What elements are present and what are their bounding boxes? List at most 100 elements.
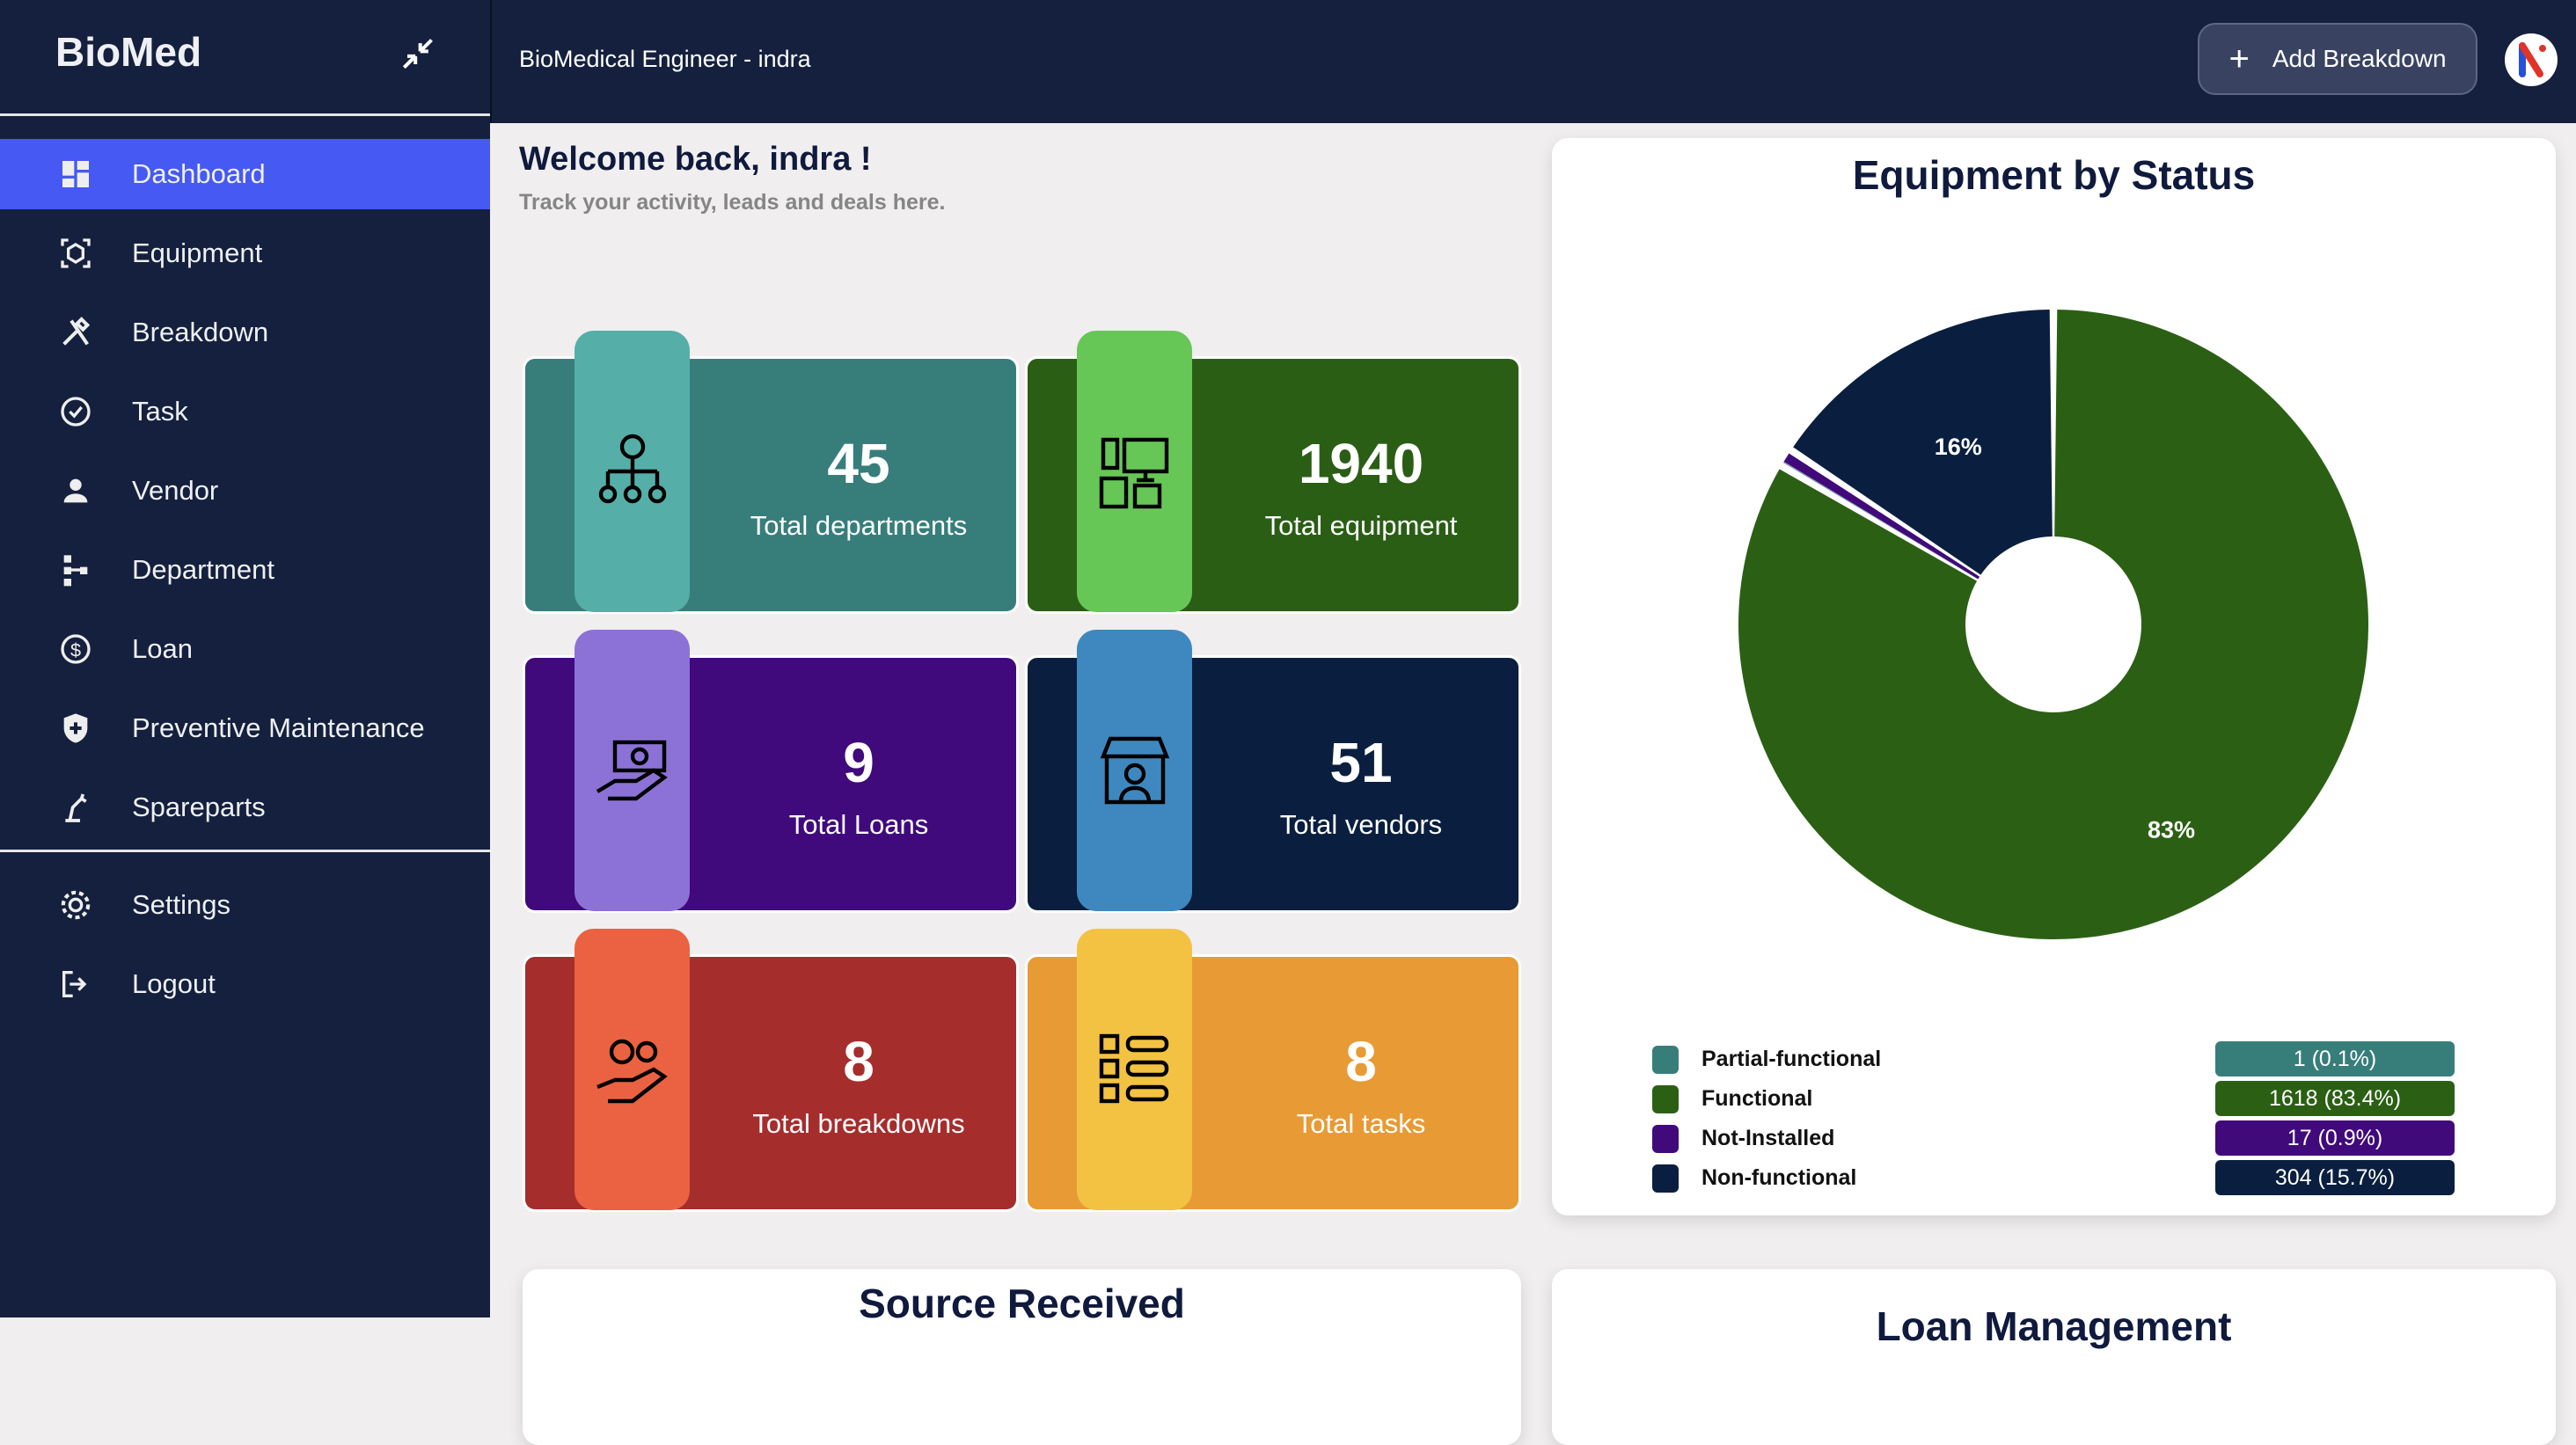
legend-swatch bbox=[1652, 1164, 1679, 1193]
check-circle-icon bbox=[56, 392, 95, 431]
source-received-title: Source Received bbox=[859, 1281, 1185, 1326]
sidebar-item-label: Task bbox=[132, 396, 188, 427]
stat-label: Total departments bbox=[750, 510, 968, 541]
legend-item[interactable]: Partial-functional 1 (0.1%) bbox=[1652, 1041, 2455, 1076]
sidebar-item-label: Vendor bbox=[132, 475, 219, 506]
sidebar-item-settings[interactable]: Settings bbox=[0, 870, 490, 940]
stat-card-total-vendors[interactable]: 51 Total vendors bbox=[1025, 630, 1521, 913]
legend-swatch bbox=[1652, 1046, 1679, 1074]
pie-slice-label: 83% bbox=[2148, 816, 2195, 843]
sidebar-item-loan[interactable]: $ Loan bbox=[0, 614, 490, 684]
stat-value: 45 bbox=[827, 432, 890, 495]
sidebar-item-label: Loan bbox=[132, 633, 193, 664]
stat-label: Total equipment bbox=[1264, 510, 1458, 541]
person-icon bbox=[56, 471, 95, 510]
legend-value-badge: 304 (15.7%) bbox=[2215, 1160, 2455, 1195]
tools-icon bbox=[56, 313, 95, 352]
money-hand-icon bbox=[596, 740, 668, 801]
collapse-sidebar-icon[interactable] bbox=[398, 35, 436, 74]
source-received-panel: Source Received bbox=[523, 1269, 1521, 1445]
legend-label: Partial-functional bbox=[1701, 1047, 1882, 1071]
stat-card-total-tasks[interactable]: 8 Total tasks bbox=[1025, 929, 1521, 1212]
sidebar-item-breakdown[interactable]: Breakdown bbox=[0, 297, 490, 368]
sidebar-item-spareparts[interactable]: Spareparts bbox=[0, 772, 490, 843]
top-header: BioMedical Engineer - indra + Add Breakd… bbox=[490, 0, 2576, 123]
legend-item[interactable]: Not-Installed 17 (0.9%) bbox=[1652, 1120, 2455, 1156]
stat-value: 9 bbox=[843, 731, 875, 794]
stat-value: 1940 bbox=[1298, 432, 1424, 495]
user-role-title: BioMedical Engineer - indra bbox=[519, 46, 811, 72]
sidebar-item-department[interactable]: Department bbox=[0, 535, 490, 605]
stat-card-icon-tab bbox=[574, 630, 690, 911]
sidebar-divider bbox=[0, 850, 490, 852]
equipment-icon bbox=[56, 234, 95, 273]
sidebar: BioMed Dashboard Equipment Breakdown Task Ve… bbox=[0, 0, 490, 1317]
svg-text:$: $ bbox=[70, 639, 81, 660]
legend-value-badge: 1 (0.1%) bbox=[2215, 1041, 2455, 1076]
logout-icon bbox=[56, 965, 95, 1003]
legend-item[interactable]: Non-functional 304 (15.7%) bbox=[1652, 1160, 2455, 1195]
sidebar-item-logout[interactable]: Logout bbox=[0, 949, 490, 1019]
user-avatar[interactable] bbox=[2505, 33, 2558, 86]
gear-icon bbox=[56, 886, 95, 924]
legend-label: Not-Installed bbox=[1701, 1126, 1835, 1150]
equipment-status-panel bbox=[1552, 138, 2556, 1215]
loan-management-title: Loan Management bbox=[1876, 1303, 2232, 1349]
sidebar-item-label: Spareparts bbox=[132, 792, 266, 822]
pie-slice-functional[interactable] bbox=[1738, 310, 2368, 939]
pie-slice-non-functional[interactable] bbox=[1793, 310, 2053, 575]
app-logo: BioMed bbox=[55, 29, 202, 75]
stat-card-total-loans[interactable]: 9 Total Loans bbox=[523, 630, 1019, 913]
sidebar-item-dashboard[interactable]: Dashboard bbox=[0, 139, 490, 209]
plus-icon: + bbox=[2228, 40, 2250, 78]
welcome-title: Welcome back, indra ! bbox=[519, 141, 872, 178]
stat-value: 8 bbox=[1345, 1030, 1377, 1093]
sidebar-item-label: Preventive Maintenance bbox=[132, 712, 425, 743]
robot-arm-icon bbox=[56, 788, 95, 827]
stat-value: 51 bbox=[1329, 731, 1393, 794]
sidebar-item-task[interactable]: Task bbox=[0, 376, 490, 447]
sidebar-item-vendor[interactable]: Vendor bbox=[0, 456, 490, 526]
sidebar-item-label: Logout bbox=[132, 968, 216, 999]
legend-value-badge: 17 (0.9%) bbox=[2215, 1120, 2455, 1156]
stat-label: Total vendors bbox=[1279, 809, 1443, 840]
legend-swatch bbox=[1652, 1085, 1679, 1113]
legend-label: Non-functional bbox=[1701, 1165, 1857, 1190]
stat-card-total-equipment[interactable]: 1940 Total equipment bbox=[1025, 331, 1521, 614]
shield-plus-icon bbox=[56, 709, 95, 748]
add-breakdown-button[interactable]: + Add Breakdown bbox=[2198, 23, 2477, 95]
stat-label: Total tasks bbox=[1296, 1108, 1426, 1139]
stat-card-total-breakdowns[interactable]: 8 Total breakdowns bbox=[523, 929, 1019, 1212]
donut-chart: 83% 16% bbox=[1738, 310, 2368, 939]
sidebar-item-label: Breakdown bbox=[132, 317, 269, 347]
shop-icon bbox=[1100, 736, 1169, 805]
devices-icon bbox=[1099, 437, 1168, 509]
hierarchy-icon bbox=[56, 551, 95, 589]
org-chart-icon bbox=[598, 434, 666, 504]
legend-label: Functional bbox=[1701, 1086, 1813, 1111]
stat-card-icon-tab bbox=[1077, 630, 1192, 911]
stat-card-icon-tab bbox=[574, 331, 690, 612]
checklist-icon bbox=[1099, 1033, 1168, 1104]
stat-card-icon-tab bbox=[574, 929, 690, 1210]
pie-slice-partial-functional[interactable] bbox=[1782, 462, 1979, 580]
sidebar-item-label: Equipment bbox=[132, 237, 263, 268]
legend-value-badge: 1618 (83.4%) bbox=[2215, 1081, 2455, 1116]
sidebar-item-label: Dashboard bbox=[132, 158, 266, 189]
chart-title: Equipment by Status bbox=[1852, 152, 2256, 198]
sidebar-item-equipment[interactable]: Equipment bbox=[0, 218, 490, 288]
dollar-icon: $ bbox=[56, 630, 95, 668]
welcome-subtitle: Track your activity, leads and deals her… bbox=[519, 190, 946, 215]
stat-card-icon-tab bbox=[1077, 929, 1192, 1210]
pie-slice-label: 16% bbox=[1935, 434, 1982, 460]
stat-label: Total Loans bbox=[788, 809, 929, 840]
add-breakdown-label: Add Breakdown bbox=[2272, 45, 2447, 72]
stat-card-total-departments[interactable]: 45 Total departments bbox=[523, 331, 1019, 614]
loan-management-panel: Loan Management bbox=[1552, 1269, 2556, 1445]
sidebar-divider bbox=[0, 113, 490, 116]
gears-hand-icon bbox=[596, 1039, 668, 1104]
sidebar-item-preventive-maintenance[interactable]: Preventive Maintenance bbox=[0, 693, 490, 763]
pie-slice-not-installed[interactable] bbox=[1783, 453, 1980, 580]
legend-item[interactable]: Functional 1618 (83.4%) bbox=[1652, 1081, 2455, 1116]
sidebar-item-label: Settings bbox=[132, 889, 231, 920]
